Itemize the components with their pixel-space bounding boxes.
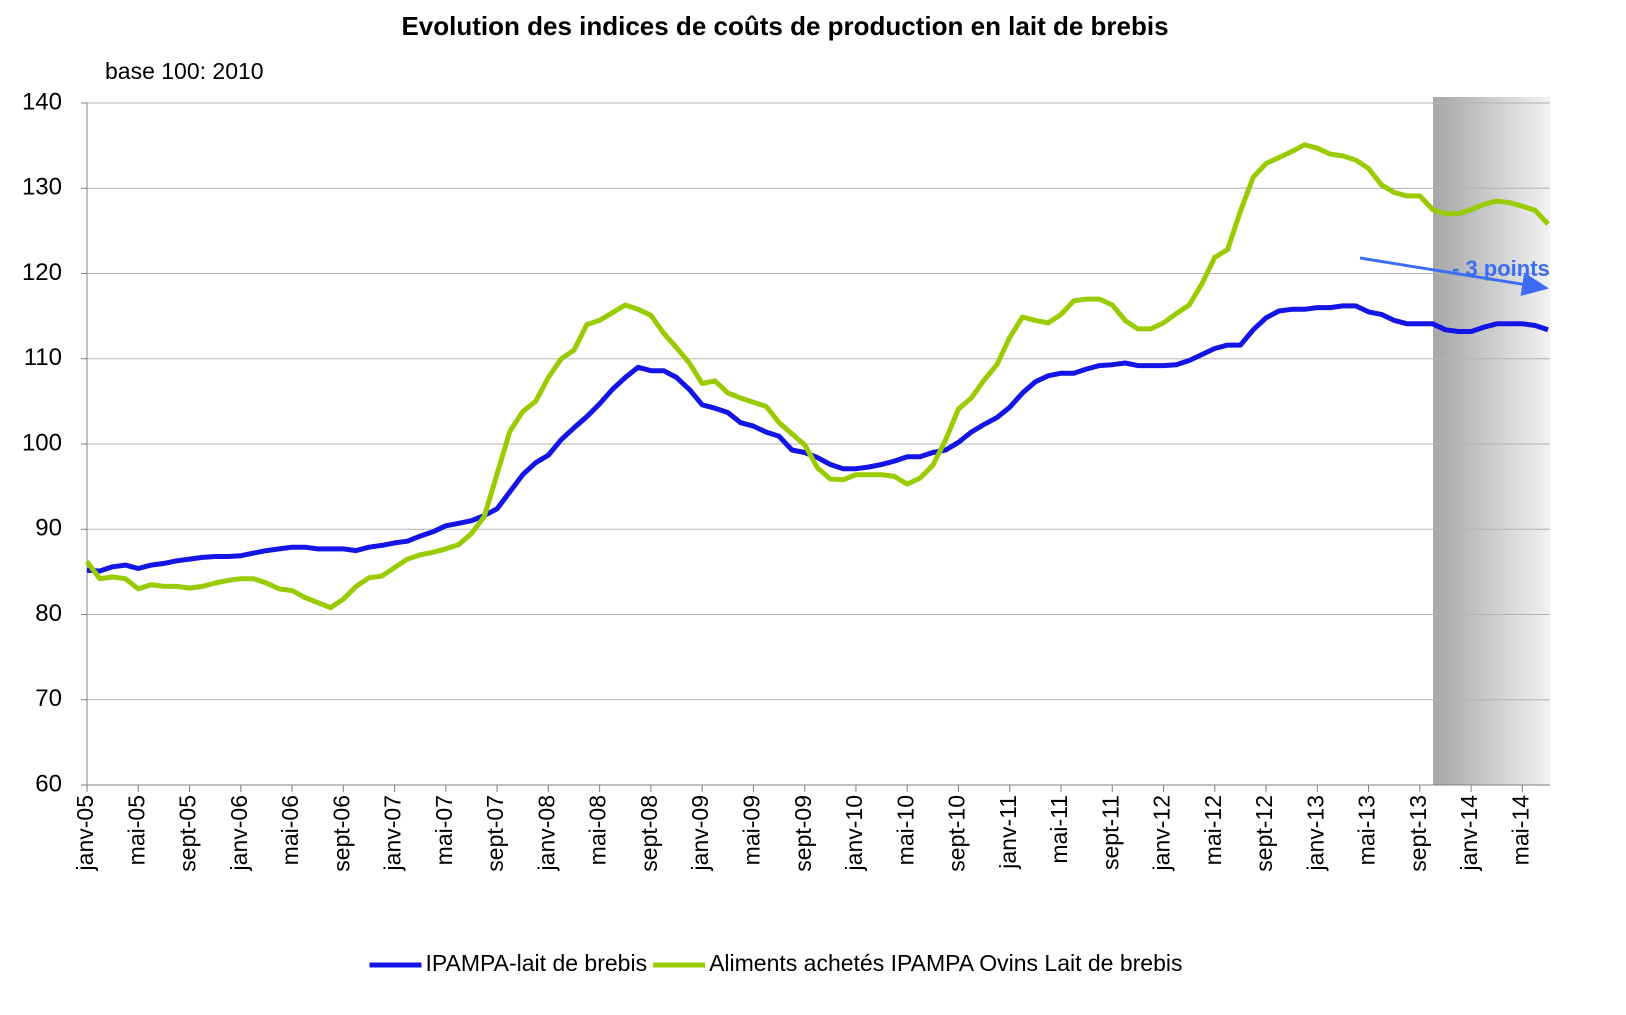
x-tick-label: sept-10 bbox=[944, 795, 970, 872]
x-tick-label: mai-05 bbox=[123, 795, 149, 865]
x-tick-label: janv-14 bbox=[1456, 795, 1482, 872]
y-tick-label: 140 bbox=[22, 88, 62, 115]
y-tick-label: 70 bbox=[35, 685, 62, 712]
series-line bbox=[84, 142, 1550, 611]
y-tick-label: 130 bbox=[22, 174, 62, 201]
x-tick-label: janv-07 bbox=[380, 795, 406, 871]
x-tick-label: janv-09 bbox=[687, 795, 713, 871]
x-tick-label: janv-05 bbox=[72, 795, 98, 871]
x-tick-label: sept-06 bbox=[328, 795, 354, 872]
x-tick-label: mai-12 bbox=[1200, 795, 1226, 865]
x-tick-label: janv-13 bbox=[1302, 795, 1328, 871]
x-tick-label: janv-08 bbox=[533, 795, 559, 871]
x-tick-label: janv-12 bbox=[1149, 795, 1175, 871]
x-tick-label: sept-05 bbox=[175, 795, 201, 872]
x-tick-label: sept-13 bbox=[1405, 795, 1431, 872]
x-tick-label: sept-09 bbox=[790, 795, 816, 872]
y-tick-label: 90 bbox=[35, 515, 62, 542]
series-line bbox=[86, 303, 1549, 574]
x-tick-label: sept-12 bbox=[1251, 795, 1277, 872]
x-tick-label: mai-14 bbox=[1507, 795, 1533, 866]
y-tick-label: 110 bbox=[24, 344, 62, 371]
subtitle: base 100: 2010 bbox=[105, 58, 264, 84]
x-tick-label: mai-06 bbox=[277, 795, 303, 865]
annotation-arrow bbox=[1359, 256, 1549, 297]
y-tick-label: 120 bbox=[22, 259, 62, 286]
x-tick-label: mai-11 bbox=[1046, 795, 1072, 864]
x-tick-label: mai-07 bbox=[431, 795, 457, 865]
x-tick-label: mai-09 bbox=[738, 795, 764, 865]
x-tick-label: mai-10 bbox=[892, 795, 918, 865]
legend-label: Aliments achetés IPAMPA Ovins Lait de br… bbox=[709, 950, 1182, 976]
y-tick-label: 60 bbox=[35, 770, 62, 797]
x-tick-label: sept-11 bbox=[1097, 795, 1123, 870]
legend-label: IPAMPA-lait de brebis bbox=[426, 950, 648, 976]
chart-title: Evolution des indices de coûts de produc… bbox=[401, 11, 1168, 41]
annotation: - 3 points bbox=[1452, 256, 1550, 281]
x-tick-label: janv-06 bbox=[226, 795, 252, 871]
x-tick-label: mai-13 bbox=[1354, 795, 1380, 865]
x-tick-label: sept-07 bbox=[482, 795, 508, 872]
x-tick-label: janv-11 bbox=[995, 795, 1021, 870]
y-tick-label: 100 bbox=[22, 429, 62, 456]
x-tick-label: sept-08 bbox=[636, 795, 662, 872]
x-tick-label: mai-08 bbox=[585, 795, 611, 865]
y-tick-label: 80 bbox=[35, 600, 62, 627]
x-tick-label: janv-10 bbox=[841, 795, 867, 871]
